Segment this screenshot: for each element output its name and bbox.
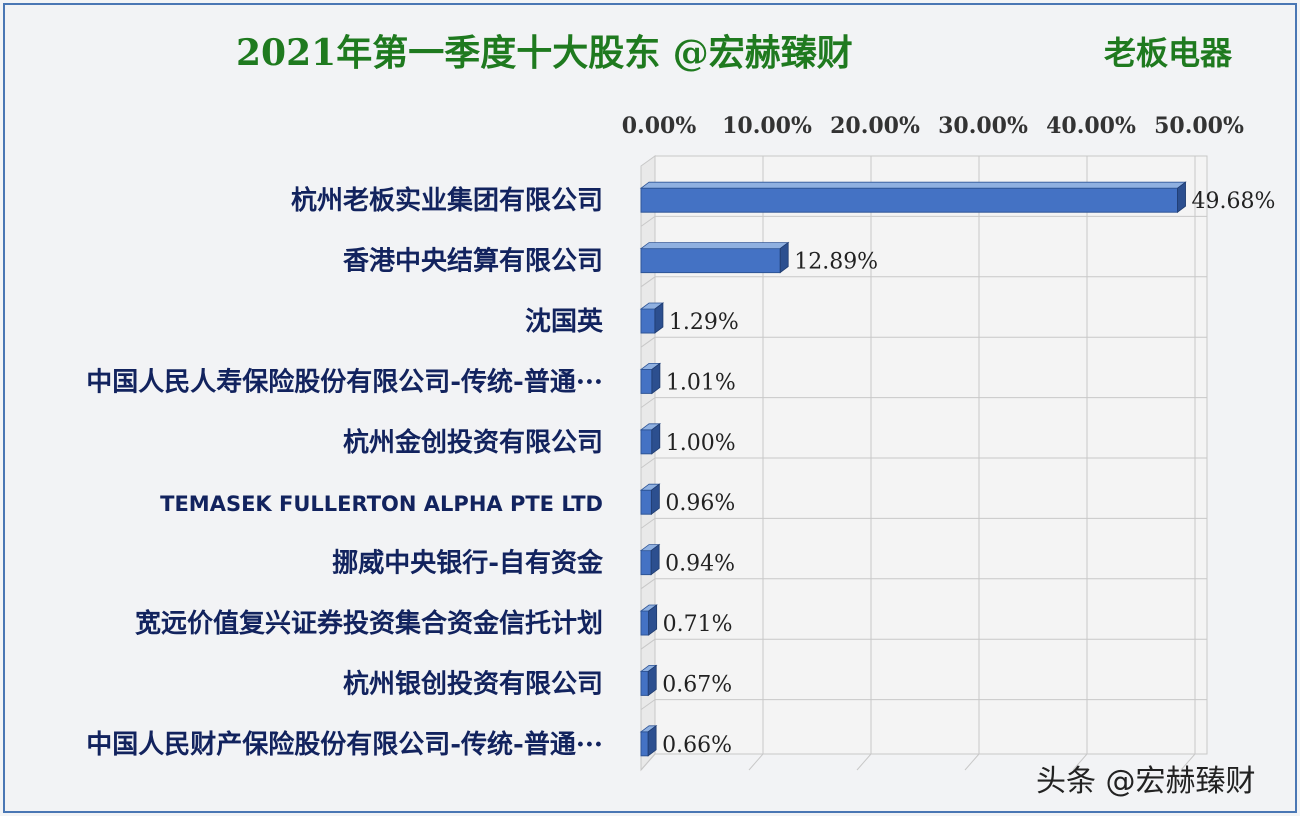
category-label: 香港中央结算有限公司 [343,246,603,277]
category-label: 中国人民财产保险股份有限公司-传统-普通··· [86,729,603,760]
grid-line-depth [640,215,656,227]
bar-side-face [647,724,657,757]
bar-top-face [639,181,1187,189]
grid-line-depth [640,457,656,469]
bar [640,550,652,576]
x-tick-label: 40.00% [1046,113,1136,139]
bar [640,489,652,515]
category-label: 杭州银创投资有限公司 [343,668,603,699]
grid-line-depth [640,336,656,348]
category-label: 杭州金创投资有限公司 [343,427,603,458]
grid-line-floor [1072,753,1088,771]
bar-side-face [647,664,657,697]
x-tick-label: 50.00% [1154,113,1244,139]
bar [640,308,656,334]
category-label: 宽远价值复兴证券投资集合资金信托计划 [135,608,603,639]
bar [640,187,1179,213]
bar [640,429,653,455]
data-label: 1.29% [669,310,739,335]
data-label: 0.67% [662,672,732,697]
data-label: 0.94% [665,552,735,577]
category-label: 杭州老板实业集团有限公司 [291,185,603,216]
bar-side-face [779,241,789,274]
data-label: 0.71% [663,612,733,637]
category-label: 挪威中央银行-自有资金 [332,548,604,579]
bar-side-face [651,422,661,455]
bar-top-face [639,242,790,250]
data-label: 1.01% [666,370,736,395]
bar-side-face [651,362,661,395]
bar-side-face [1177,181,1186,213]
grid-line-depth [640,276,656,288]
x-tick-label: 0.00% [622,113,697,139]
grid-line-depth [640,578,656,590]
grid-line-depth [640,397,656,409]
bar [640,368,653,394]
bar-side-face [654,302,664,334]
watermark: 头条 @宏赫臻财 [1036,764,1256,799]
category-label: 中国人民人寿保险股份有限公司-传统-普通··· [86,366,603,397]
bar-side-face [650,483,660,516]
bar [640,610,650,636]
grid-line-depth [640,517,656,529]
grid-line-floor [748,753,764,771]
grid-line-floor [640,753,656,771]
grid-line-depth [640,699,656,711]
category-label: 沈国英 [525,307,604,337]
x-tick-label: 10.00% [722,113,812,139]
data-label: 0.66% [662,733,732,758]
grid-line-floor [964,753,980,771]
category-label: TEMASEK FULLERTON ALPHA PTE LTD [160,492,603,516]
x-tick-label: 20.00% [830,113,920,139]
x-tick-label: 30.00% [938,113,1028,139]
grid-line-depth [640,638,656,650]
chart-title: 2021年第一季度十大股东 @宏赫臻财 [236,32,853,74]
data-label: 49.68% [1192,189,1276,214]
bar-side-face [650,543,660,576]
bar-side-face [648,604,658,636]
bar [640,670,649,696]
bar [640,731,649,757]
bar [640,248,781,274]
grid-line-floor [1180,753,1196,771]
company-name: 老板电器 [1104,34,1233,72]
data-label: 12.89% [794,250,878,275]
data-label: 1.00% [666,431,736,456]
data-label: 0.96% [665,491,735,516]
grid-line-floor [856,753,872,771]
